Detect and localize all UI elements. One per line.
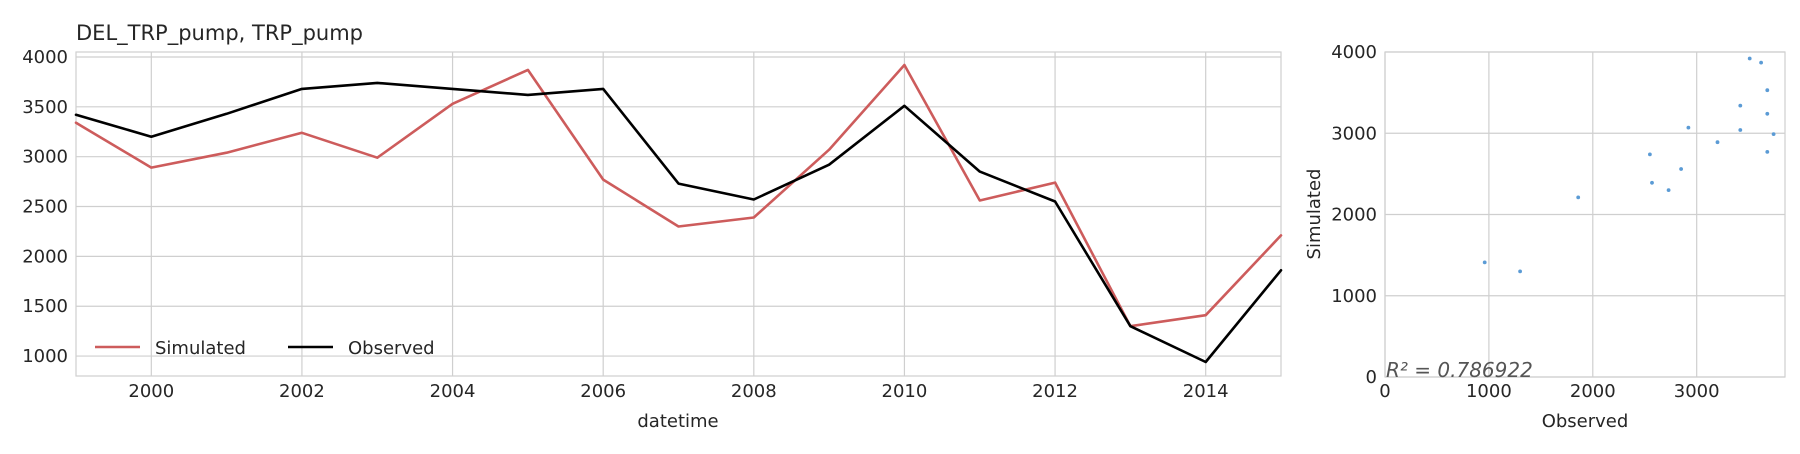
scatter-points-layer [1482, 56, 1776, 274]
scatter-y-tick-label: 4000 [1331, 42, 1377, 63]
timeseries-title: DEL_TRP_pump, TRP_pump [76, 21, 363, 46]
timeseries-x-tick-label: 2010 [882, 381, 928, 402]
timeseries-y-tick-label: 4000 [22, 47, 68, 68]
series-line-simulated [74, 63, 1283, 328]
timeseries-y-tick-label: 1500 [22, 296, 68, 317]
timeseries-x-tick-label: 2012 [1032, 381, 1078, 402]
timeseries-y-tick-label: 2000 [22, 246, 68, 267]
timeseries-x-tick-label: 2000 [128, 381, 174, 402]
scatter-x-tick-label: 1000 [1466, 381, 1512, 402]
scatter-point [1765, 150, 1770, 154]
scatter-point [1482, 260, 1487, 265]
scatter-y-axis-label: Simulated [1304, 169, 1325, 260]
scatter-grid [1384, 51, 1785, 378]
scatter-point [1715, 140, 1720, 145]
scatter-x-tick-label: 3000 [1674, 381, 1720, 402]
timeseries-series-layer [74, 63, 1283, 364]
timeseries-y-tick-label: 3500 [22, 97, 68, 118]
scatter-point [1759, 60, 1763, 65]
legend-simulated-label: Simulated [155, 338, 246, 359]
scatter-point [1648, 152, 1652, 157]
scatter-y-tick-label: 3000 [1331, 123, 1377, 144]
scatter-y-tick-label: 0 [1366, 367, 1377, 388]
scatter-point [1679, 167, 1683, 171]
scatter-x-tick-label: 0 [1379, 381, 1390, 402]
timeseries-y-tick-label: 2500 [22, 197, 68, 218]
legend: Simulated Observed [95, 338, 435, 359]
timeseries-x-tick-label: 2004 [430, 381, 476, 402]
timeseries-plot-frame [75, 51, 1282, 377]
scatter-point [1686, 125, 1691, 130]
scatter-point [1765, 111, 1770, 116]
scatter-x-axis-label: Observed [1542, 411, 1629, 432]
r-squared-annotation: R² = 0.786922 [1386, 358, 1533, 382]
scatter-y-tick-label: 1000 [1331, 286, 1377, 307]
scatter-plot-frame [1384, 51, 1786, 378]
scatter-x-tick-label: 2000 [1570, 381, 1616, 402]
timeseries-y-tick-label: 1000 [22, 346, 68, 367]
scatter-point [1771, 132, 1776, 137]
legend-observed-label: Observed [348, 338, 435, 359]
series-line-observed [74, 81, 1283, 364]
timeseries-x-tick-label: 2002 [279, 381, 325, 402]
scatter-point [1738, 103, 1743, 108]
timeseries-grid [76, 52, 1281, 376]
timeseries-x-tick-label: 2008 [731, 381, 777, 402]
scatter-point [1518, 269, 1522, 274]
scatter-y-tick-label: 2000 [1331, 205, 1377, 226]
timeseries-x-axis-label: datetime [637, 411, 718, 432]
timeseries-x-ticks: 2000 2002 2004 2006 2008 2010 2012 2014 [128, 381, 1228, 402]
timeseries-chart: 2000 2002 2004 2006 2008 2010 2012 2014 1000 150… [22, 21, 1283, 432]
timeseries-y-tick-label: 3000 [22, 147, 68, 168]
scatter-y-ticks: 0 1000 2000 3000 4000 [1331, 42, 1377, 388]
timeseries-x-tick-label: 2014 [1183, 381, 1229, 402]
scatter-point [1576, 195, 1581, 200]
scatter-point [1765, 88, 1770, 93]
scatter-point [1738, 128, 1743, 132]
scatter-chart: 0 1000 2000 3000 0 1000 2000 3000 4000 Observed… [1304, 42, 1786, 432]
scatter-x-ticks: 0 1000 2000 3000 [1379, 381, 1719, 402]
scatter-point [1747, 56, 1752, 61]
scatter-point [1650, 180, 1654, 185]
scatter-point [1666, 188, 1671, 193]
timeseries-x-tick-label: 2006 [580, 381, 626, 402]
timeseries-y-ticks: 1000 1500 2000 2500 3000 3500 4000 [22, 47, 68, 367]
